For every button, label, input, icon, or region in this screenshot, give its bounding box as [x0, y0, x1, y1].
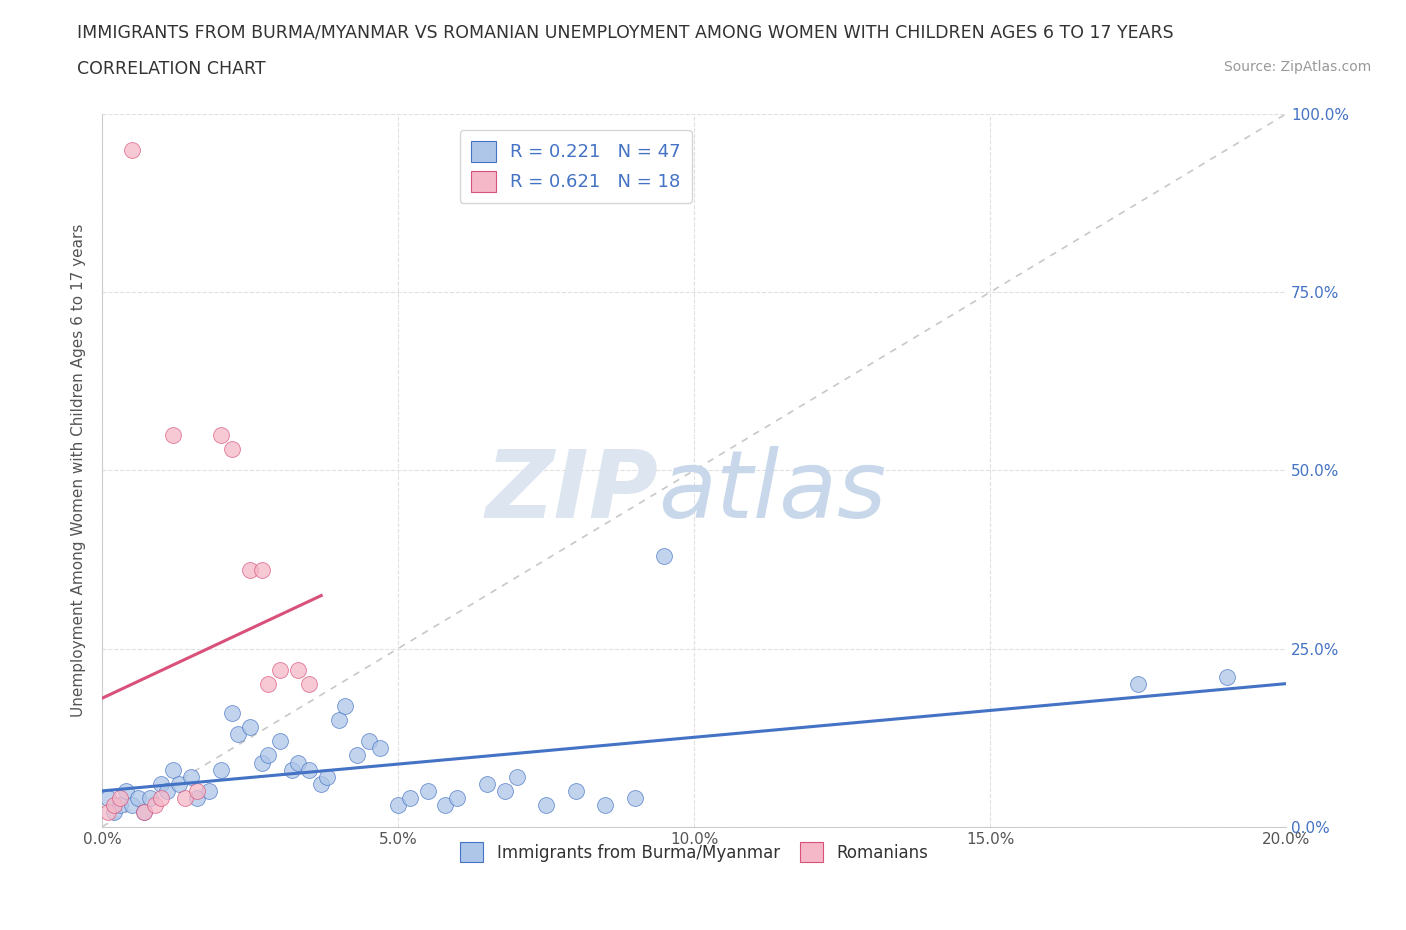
Point [595, 798, 617, 813]
Legend: Immigrants from Burma/Myanmar, Romanians: Immigrants from Burma/Myanmar, Romanians [453, 836, 935, 869]
Point [150, 777, 173, 791]
Point [534, 798, 557, 813]
Point [309, 777, 332, 791]
Y-axis label: Unemployment Among Women with Children Ages 6 to 17 years: Unemployment Among Women with Children A… [72, 224, 86, 717]
Point [399, 790, 422, 805]
Point [156, 784, 179, 799]
Point [564, 784, 586, 799]
Point [97, 790, 120, 805]
Point [269, 734, 291, 749]
Point [333, 698, 356, 713]
Point [186, 784, 208, 799]
Point [434, 798, 457, 813]
Point [162, 763, 184, 777]
Point [1126, 677, 1149, 692]
Point [287, 755, 309, 770]
Point [298, 677, 321, 692]
Point [387, 798, 409, 813]
Point [328, 712, 350, 727]
Point [370, 741, 392, 756]
Point [162, 427, 184, 442]
Point [132, 805, 155, 820]
Text: IMMIGRANTS FROM BURMA/MYANMAR VS ROMANIAN UNEMPLOYMENT AMONG WOMEN WITH CHILDREN: IMMIGRANTS FROM BURMA/MYANMAR VS ROMANIA… [77, 23, 1174, 41]
Point [624, 790, 647, 805]
Point [138, 790, 160, 805]
Point [115, 784, 138, 799]
Point [103, 798, 125, 813]
Point [346, 748, 368, 763]
Text: atlas: atlas [658, 446, 887, 538]
Point [103, 805, 125, 820]
Point [108, 798, 131, 813]
Point [250, 563, 273, 578]
Point [1216, 670, 1239, 684]
Point [209, 427, 232, 442]
Point [239, 720, 262, 735]
Point [127, 790, 149, 805]
Point [257, 677, 280, 692]
Point [494, 784, 516, 799]
Text: Source: ZipAtlas.com: Source: ZipAtlas.com [1223, 60, 1371, 74]
Point [316, 769, 339, 784]
Point [174, 790, 197, 805]
Point [250, 755, 273, 770]
Point [197, 784, 219, 799]
Point [298, 763, 321, 777]
Point [150, 790, 173, 805]
Text: CORRELATION CHART: CORRELATION CHART [77, 60, 266, 78]
Point [505, 769, 527, 784]
Point [654, 549, 676, 564]
Point [446, 790, 468, 805]
Point [145, 798, 167, 813]
Point [121, 142, 143, 157]
Point [221, 442, 243, 457]
Text: ZIP: ZIP [485, 445, 658, 538]
Point [228, 726, 250, 741]
Point [280, 763, 302, 777]
Point [257, 748, 280, 763]
Point [108, 790, 131, 805]
Point [239, 563, 262, 578]
Point [209, 763, 232, 777]
Point [221, 705, 243, 720]
Point [132, 805, 155, 820]
Point [416, 784, 439, 799]
Point [97, 805, 120, 820]
Point [287, 662, 309, 677]
Point [186, 790, 208, 805]
Point [269, 662, 291, 677]
Point [121, 798, 143, 813]
Point [180, 769, 202, 784]
Point [357, 734, 380, 749]
Point [475, 777, 498, 791]
Point [167, 777, 190, 791]
